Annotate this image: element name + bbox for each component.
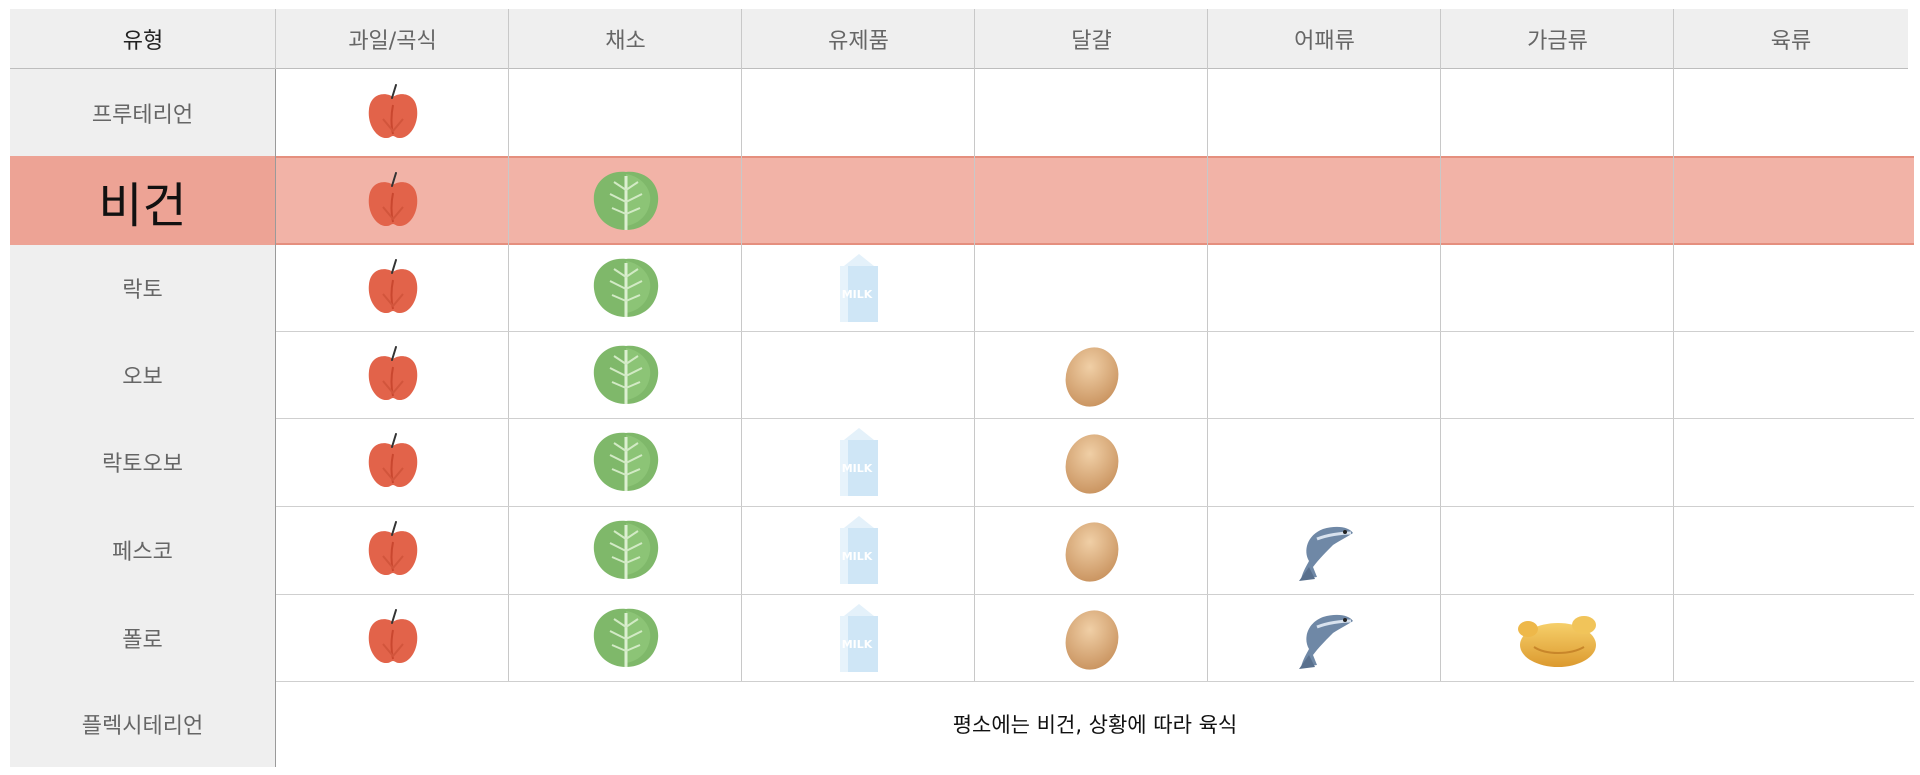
header-cell: 육류: [1674, 9, 1908, 69]
apple-icon: [276, 594, 509, 681]
cabbage-icon: [509, 245, 742, 331]
header-cell: 과일/곡식: [276, 9, 509, 69]
cabbage-icon: [509, 506, 742, 594]
svg-text:MILK: MILK: [841, 288, 872, 301]
cabbage-icon: [509, 418, 742, 506]
egg-icon: [975, 594, 1208, 681]
header-cell: 가금류: [1441, 9, 1674, 69]
column-divider: [1440, 9, 1441, 681]
header-cell: 달걀: [975, 9, 1208, 69]
column-divider: [1207, 9, 1208, 681]
milk-carton-icon: MILK: [742, 594, 975, 681]
row-label-7: 폴로: [10, 594, 276, 681]
column-divider: [1673, 9, 1674, 681]
row-label-5: 락토오보: [10, 418, 276, 506]
svg-text:MILK: MILK: [841, 550, 872, 563]
milk-carton-icon: MILK: [742, 418, 975, 506]
chicken-icon: [1441, 594, 1674, 681]
row-label-8: 플렉시테리언: [10, 681, 276, 767]
apple-icon: [276, 69, 509, 156]
column-divider: [508, 9, 509, 681]
fish-icon: [1208, 594, 1441, 681]
column-divider: [974, 9, 975, 681]
row-label-6: 페스코: [10, 506, 276, 594]
svg-text:MILK: MILK: [841, 638, 872, 651]
row-divider: [10, 331, 1914, 332]
row-label-2: 비건: [10, 156, 276, 245]
egg-icon: [975, 506, 1208, 594]
fish-icon: [1208, 506, 1441, 594]
row-divider: [10, 506, 1914, 507]
header-cell: 유형: [10, 9, 276, 69]
row-divider: [10, 418, 1914, 419]
milk-carton-icon: MILK: [742, 245, 975, 331]
row-label-3: 락토: [10, 245, 276, 331]
apple-icon: [276, 506, 509, 594]
apple-icon: [276, 331, 509, 418]
header-cell: 채소: [509, 9, 742, 69]
row-divider: [10, 681, 1914, 682]
header-cell: 어패류: [1208, 9, 1441, 69]
row-divider: [10, 594, 1914, 595]
cabbage-icon: [509, 331, 742, 418]
row-label-4: 오보: [10, 331, 276, 418]
svg-text:MILK: MILK: [841, 462, 872, 475]
highlight-row-band: [10, 156, 1914, 245]
apple-icon: [276, 156, 509, 245]
row-label-1: 프루테리언: [10, 69, 276, 156]
cabbage-icon: [509, 594, 742, 681]
egg-icon: [975, 331, 1208, 418]
milk-carton-icon: MILK: [742, 506, 975, 594]
column-divider: [741, 9, 742, 681]
flexitarian-note: 평소에는 비건, 상황에 따라 육식: [952, 713, 1238, 737]
header-cell: 유제품: [742, 9, 975, 69]
cabbage-icon: [509, 156, 742, 245]
egg-icon: [975, 418, 1208, 506]
apple-icon: [276, 245, 509, 331]
apple-icon: [276, 418, 509, 506]
